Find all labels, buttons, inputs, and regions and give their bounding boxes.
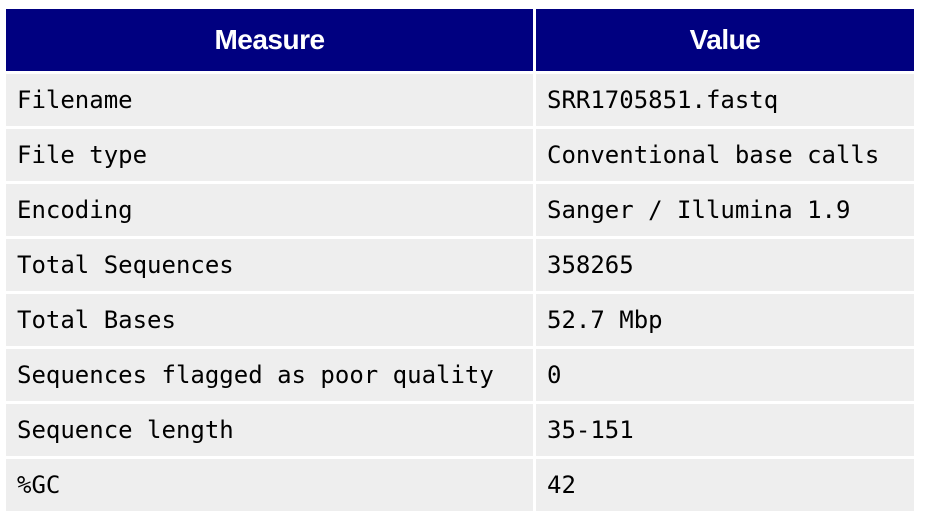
row-value-filename: SRR1705851.fastq [536, 74, 914, 126]
row-measure-sequence-length: Sequence length [6, 404, 533, 456]
row-measure-total-bases: Total Bases [6, 294, 533, 346]
row-value-file-type: Conventional base calls [536, 129, 914, 181]
row-value-gc: 42 [536, 459, 914, 511]
table-row: File type Conventional base calls [6, 129, 914, 181]
row-measure-gc: %GC [6, 459, 533, 511]
row-value-sequence-length: 35-151 [536, 404, 914, 456]
table-body: Filename SRR1705851.fastq File type Conv… [6, 74, 914, 511]
row-measure-poor-quality: Sequences flagged as poor quality [6, 349, 533, 401]
row-value-total-sequences: 358265 [536, 239, 914, 291]
row-value-encoding: Sanger / Illumina 1.9 [536, 184, 914, 236]
row-measure-filename: Filename [6, 74, 533, 126]
row-measure-file-type: File type [6, 129, 533, 181]
table-row: Filename SRR1705851.fastq [6, 74, 914, 126]
table-row: Total Sequences 358265 [6, 239, 914, 291]
table-row: Sequences flagged as poor quality 0 [6, 349, 914, 401]
table-row: Total Bases 52.7 Mbp [6, 294, 914, 346]
basic-statistics-table: Measure Value Filename SRR1705851.fastq … [3, 6, 917, 514]
row-measure-total-sequences: Total Sequences [6, 239, 533, 291]
row-measure-encoding: Encoding [6, 184, 533, 236]
header-measure: Measure [6, 9, 533, 71]
table-header: Measure Value [6, 9, 914, 71]
header-row: Measure Value [6, 9, 914, 71]
table-row: %GC 42 [6, 459, 914, 511]
table-row: Encoding Sanger / Illumina 1.9 [6, 184, 914, 236]
table-row: Sequence length 35-151 [6, 404, 914, 456]
row-value-total-bases: 52.7 Mbp [536, 294, 914, 346]
header-value: Value [536, 9, 914, 71]
row-value-poor-quality: 0 [536, 349, 914, 401]
